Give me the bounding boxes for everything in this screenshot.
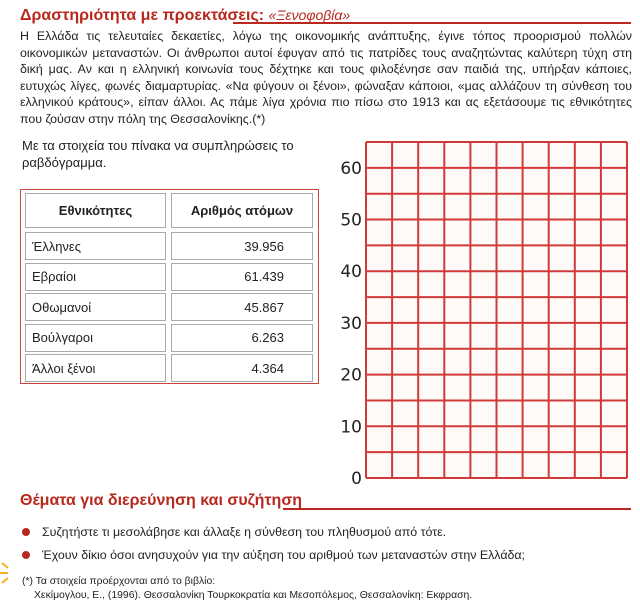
list-item: Συζητήστε τι μεσολάβησε και άλλαξε η σύν… [22, 525, 446, 539]
discussion-rule [283, 508, 631, 510]
y-tick-label: 0 [351, 469, 362, 489]
bullet-icon [22, 551, 30, 559]
bar-chart-grid: 0 10 20 30 40 50 60 [340, 141, 628, 489]
footnote: (*) Τα στοιχεία προέρχονται από το βιβλί… [22, 575, 472, 603]
table-cell-count: 61.439 [171, 262, 313, 291]
footnote-source: Χεκίμογλου, Ε., (1996). Θεσσαλονίκη Τουρ… [34, 590, 473, 601]
instruction-text: Με τα στοιχεία του πίνακα να συμπληρώσει… [22, 138, 294, 170]
heading-subtitle: «Ξενοφοβία» [268, 7, 351, 23]
activity-heading: Δραστηριότητα με προεκτάσεις: «Ξενοφοβία… [20, 7, 350, 25]
y-tick-label: 50 [340, 211, 362, 231]
sun-icon [0, 562, 9, 584]
table-cell-nationality: Οθωμανοί [25, 293, 166, 321]
y-tick-label: 60 [340, 159, 362, 179]
table-cell-count: 6.263 [171, 323, 313, 352]
table-cell-nationality: Έλληνες [25, 232, 166, 260]
heading-title: Δραστηριότητα με προεκτάσεις: [20, 7, 265, 24]
footnote-line: (*) Τα στοιχεία προέρχονται από το βιβλί… [22, 576, 216, 587]
y-tick-label: 30 [340, 314, 362, 334]
y-tick-label: 40 [340, 262, 362, 282]
table-header-nationality: Εθνικότητες [25, 193, 166, 228]
table-cell-nationality: Άλλοι ξένοι [25, 354, 166, 382]
body-text: Η Ελλάδα τις τελευταίες δεκαετίες, λόγω … [20, 29, 632, 126]
table-cell-count: 45.867 [171, 293, 313, 321]
table-header-count: Αριθμός ατόμων [171, 193, 313, 228]
heading-rule [233, 22, 631, 24]
bullet-icon [22, 528, 30, 536]
table-cell-count: 4.364 [171, 354, 313, 382]
discussion-heading: Θέματα για διερεύνηση και συζήτηση [20, 492, 303, 509]
bullet-text: Συζητήστε τι μεσολάβησε και άλλαξε η σύν… [42, 525, 447, 539]
table-cell-count: 39.956 [171, 232, 313, 260]
bullet-text: Έχουν δίκιο όσοι ανησυχούν για την αύξησ… [42, 548, 525, 562]
table-cell-nationality: Εβραίοι [25, 262, 166, 291]
table-cell-nationality: Βούλγαροι [25, 323, 166, 352]
list-item: Έχουν δίκιο όσοι ανησυχούν για την αύξησ… [22, 548, 525, 562]
data-table: Εθνικότητες Αριθμός ατόμων Έλληνες 39.956… [20, 189, 319, 384]
y-tick-label: 20 [340, 366, 362, 386]
y-tick-label: 10 [340, 417, 362, 437]
